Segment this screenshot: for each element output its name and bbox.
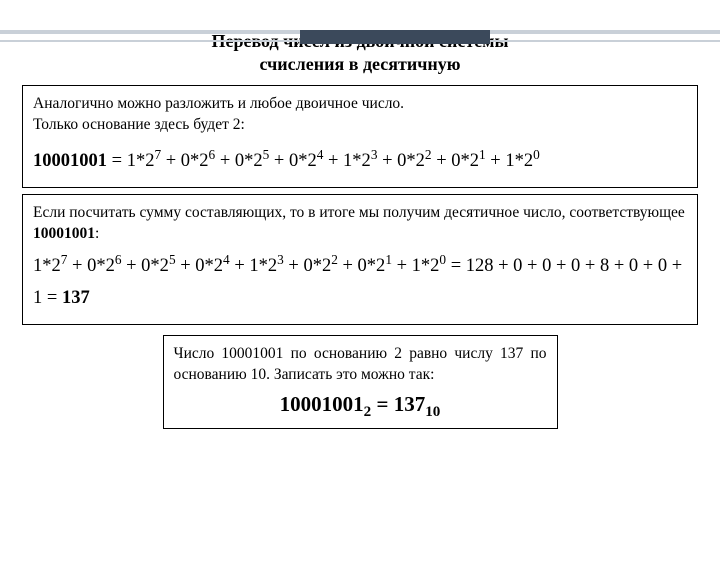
binary-number: 10001001	[33, 151, 107, 171]
deco-block	[300, 30, 490, 44]
box2-intro: Если посчитать сумму составляющих, то в …	[33, 203, 687, 245]
box-sum: Если посчитать сумму составляющих, то в …	[22, 194, 698, 325]
box1-formula: 10001001 = 1*27 + 0*26 + 0*25 + 0*24 + 1…	[33, 146, 687, 177]
expansion-terms: 1*27 + 0*26 + 0*25 + 0*24 + 1*23 + 0*22 …	[127, 151, 540, 171]
box-conclusion: Число 10001001 по основанию 2 равно числ…	[163, 335, 558, 429]
expansion-terms-2: 1*27 + 0*26 + 0*25 + 0*24 + 1*23 + 0*22 …	[33, 256, 446, 276]
box-decomposition: Аналогично можно разложить и любое двоич…	[22, 85, 698, 188]
box2-formula: 1*27 + 0*26 + 0*25 + 0*24 + 1*23 + 0*22 …	[33, 251, 687, 314]
final-equation: 100010012 = 13710	[174, 390, 547, 418]
header-decoration	[0, 30, 720, 54]
box3-text: Число 10001001 по основанию 2 равно числ…	[174, 344, 547, 386]
box1-line2: Только основание здесь будет 2:	[33, 115, 687, 136]
title-line-2: счисления в десятичную	[260, 54, 461, 74]
box1-line1: Аналогично можно разложить и любое двоич…	[33, 94, 687, 115]
